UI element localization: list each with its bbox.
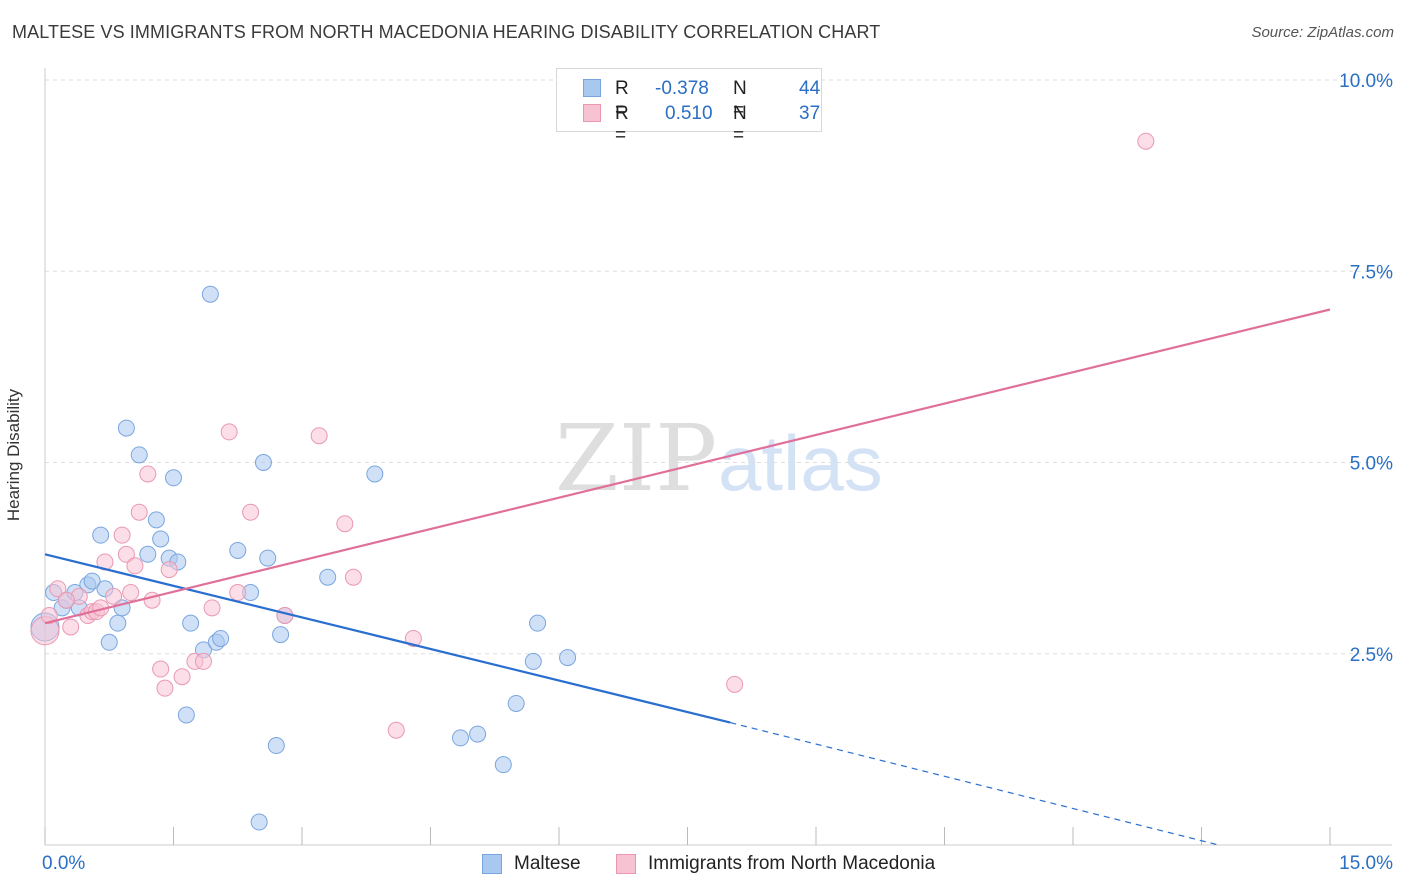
data-point: [242, 503, 260, 521]
legend-r-label: R =: [615, 78, 629, 121]
data-point: [130, 446, 148, 464]
legend-n-value: 44: [799, 78, 821, 99]
data-point: [469, 725, 487, 743]
data-point: [100, 633, 118, 651]
data-point: [57, 591, 75, 609]
data-point: [559, 649, 577, 667]
data-point: [126, 557, 144, 575]
x-tick-label-end: 15.0%: [1339, 853, 1393, 874]
data-point: [62, 618, 80, 636]
legend-n-value: 37: [799, 103, 821, 124]
data-point: [366, 465, 384, 483]
legend-r-label: R =: [615, 103, 629, 146]
data-points: [30, 132, 1155, 831]
data-point: [319, 568, 337, 586]
data-point: [40, 607, 58, 624]
data-point: [250, 813, 268, 831]
data-point: [1137, 132, 1155, 150]
data-point: [105, 587, 123, 605]
data-point: [194, 652, 212, 670]
trend-line-extension: [730, 722, 1219, 846]
data-point: [203, 599, 221, 617]
data-point: [524, 652, 542, 670]
series-label-maltese: Maltese: [514, 853, 581, 874]
legend-swatch-maltese: [583, 79, 601, 97]
data-point: [344, 568, 362, 586]
grid: [45, 79, 1392, 655]
data-point: [726, 675, 744, 693]
data-point: [160, 561, 178, 579]
y-tick-label: 7.5%: [1350, 262, 1393, 283]
data-point: [139, 545, 157, 563]
data-point: [310, 427, 328, 445]
data-point: [201, 285, 219, 303]
data-point: [152, 530, 170, 548]
data-point: [83, 572, 101, 590]
data-point: [147, 511, 165, 529]
data-point: [229, 584, 247, 602]
legend-swatch-north-macedonia: [583, 104, 601, 122]
data-point: [122, 584, 140, 602]
data-point: [404, 629, 422, 647]
data-point: [92, 526, 110, 544]
source-credit: Source: ZipAtlas.com: [1251, 24, 1394, 41]
data-point: [49, 580, 67, 598]
chart-title: MALTESE VS IMMIGRANTS FROM NORTH MACEDON…: [12, 22, 881, 42]
data-point: [165, 469, 182, 487]
series-maltese-points: [30, 285, 577, 831]
series-label-north-macedonia: Immigrants from North Macedonia: [648, 853, 936, 874]
data-point: [173, 668, 191, 686]
data-point: [152, 660, 170, 678]
correlation-legend: R = -0.378 N = 44 R = 0.510 N = 37: [556, 68, 822, 146]
y-tick-label: 2.5%: [1350, 645, 1393, 666]
data-point: [130, 503, 148, 521]
data-point: [109, 614, 127, 632]
x-tick-label-start: 0.0%: [42, 853, 85, 874]
data-point: [113, 526, 131, 544]
data-point: [272, 626, 290, 644]
trend-line-north-macedonia: [44, 308, 1331, 625]
data-point: [177, 706, 195, 724]
series-north-macedonia-points: [30, 132, 1155, 739]
data-point: [387, 721, 405, 739]
legend-n-label: N =: [733, 103, 747, 146]
legend-r-value: 0.510: [665, 103, 713, 124]
data-point: [182, 614, 200, 632]
data-point: [529, 614, 547, 632]
y-tick-label: 5.0%: [1350, 454, 1393, 475]
legend-r-value: -0.378: [655, 78, 709, 99]
trend-lines: [44, 308, 1331, 846]
data-point: [254, 454, 272, 471]
series-swatch-maltese: [482, 854, 502, 874]
data-point: [451, 729, 469, 747]
data-point: [229, 541, 247, 559]
watermark-zip: ZIP: [555, 405, 717, 512]
series-swatch-north-macedonia: [616, 854, 636, 874]
data-point: [494, 756, 512, 774]
data-point: [220, 423, 238, 441]
data-point: [117, 419, 135, 437]
axes: [44, 68, 1392, 846]
data-point: [507, 694, 525, 712]
data-point: [259, 549, 277, 567]
legend-n-label: N =: [733, 78, 747, 121]
data-point: [267, 737, 285, 755]
data-point: [139, 465, 157, 483]
data-point: [336, 515, 354, 533]
data-point: [156, 679, 174, 697]
tick-labels: 2.5% 5.0% 7.5% 10.0% 0.0% 15.0%: [42, 71, 1393, 874]
trend-line-maltese: [44, 553, 731, 724]
data-point: [117, 545, 135, 563]
data-point: [212, 629, 230, 647]
y-tick-label: 10.0%: [1339, 71, 1393, 92]
